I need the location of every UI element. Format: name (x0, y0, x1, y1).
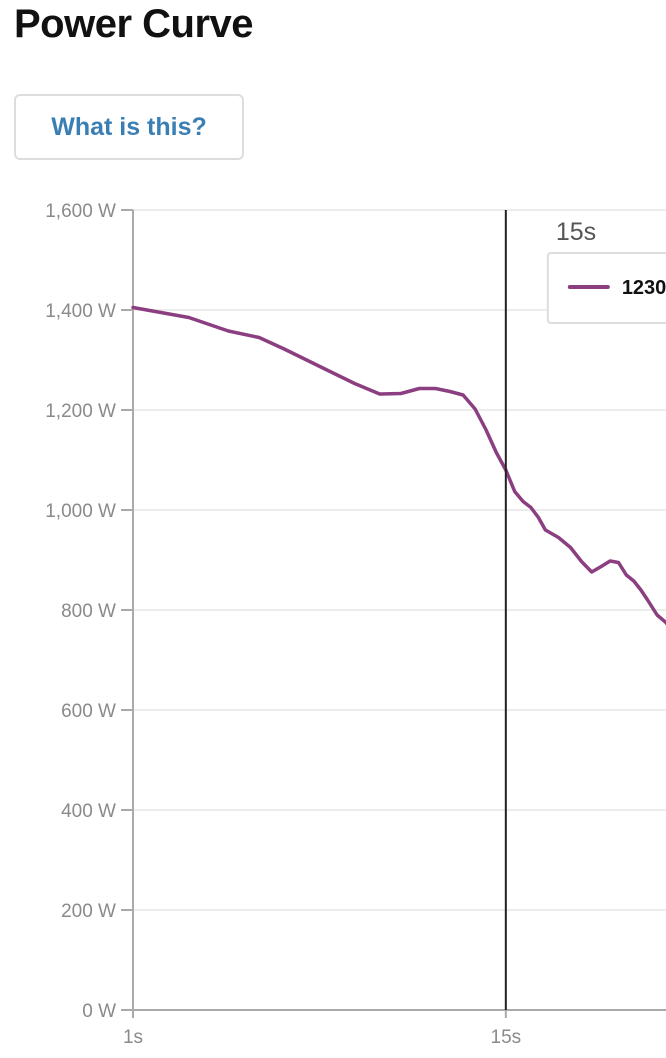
data-point (434, 387, 438, 391)
data-point (632, 579, 636, 583)
data-point (536, 516, 540, 520)
y-tick-label: 400 W (61, 801, 116, 822)
hover-legend-text: 1230 W — This Ride (622, 277, 666, 299)
data-point (617, 561, 621, 565)
y-tick-label: 1,400 W (45, 301, 116, 322)
data-point (521, 500, 525, 504)
data-point (448, 390, 452, 394)
data-point (131, 306, 135, 310)
data-point (580, 560, 584, 564)
data-point (513, 490, 517, 494)
data-point (399, 392, 403, 396)
data-point (353, 382, 357, 386)
x-tick-label: 15s (491, 1027, 522, 1048)
y-tick-label: 1,600 W (45, 201, 116, 222)
data-point (484, 428, 488, 432)
data-point (257, 336, 261, 340)
hover-value: 1230 (622, 277, 666, 299)
data-point (599, 565, 603, 569)
data-point (473, 407, 477, 411)
series-line-this-ride[interactable] (131, 305, 666, 781)
data-point (417, 387, 421, 391)
y-tick-label: 0 W (82, 1001, 116, 1022)
page-title: Power Curve (14, 2, 254, 46)
data-point (624, 573, 628, 577)
data-point (590, 570, 594, 574)
data-point (639, 588, 643, 592)
y-tick-label: 800 W (61, 601, 116, 622)
x-tick-label: 1s (123, 1027, 143, 1048)
data-point (322, 367, 326, 371)
y-tick-label: 600 W (61, 701, 116, 722)
data-point (529, 506, 533, 510)
data-point (543, 528, 547, 532)
hover-crosshair: 15s (504, 210, 596, 1010)
data-point (557, 536, 561, 540)
data-point (608, 559, 612, 563)
y-tick-label: 200 W (61, 901, 116, 922)
y-tick-label: 1,200 W (45, 401, 116, 422)
data-point (646, 598, 650, 602)
y-tick-label: 1,000 W (45, 501, 116, 522)
grid-lines (133, 209, 666, 1010)
data-point (655, 613, 659, 617)
data-point (226, 329, 230, 333)
data-point (494, 451, 498, 455)
data-point (461, 393, 465, 397)
what-is-this-button[interactable]: What is this? (14, 94, 244, 160)
hover-x-label: 15s (556, 218, 596, 246)
data-point (282, 347, 286, 351)
series-layer (131, 305, 666, 781)
data-point (569, 546, 573, 550)
data-point (378, 392, 382, 396)
hover-legend: 1230 W — This Ride (546, 252, 666, 324)
data-point (187, 316, 191, 320)
axes: 0 W 200 W 400 W 600 W 800 W 1,000 W 1,200 W 1,4… (45, 201, 666, 1048)
